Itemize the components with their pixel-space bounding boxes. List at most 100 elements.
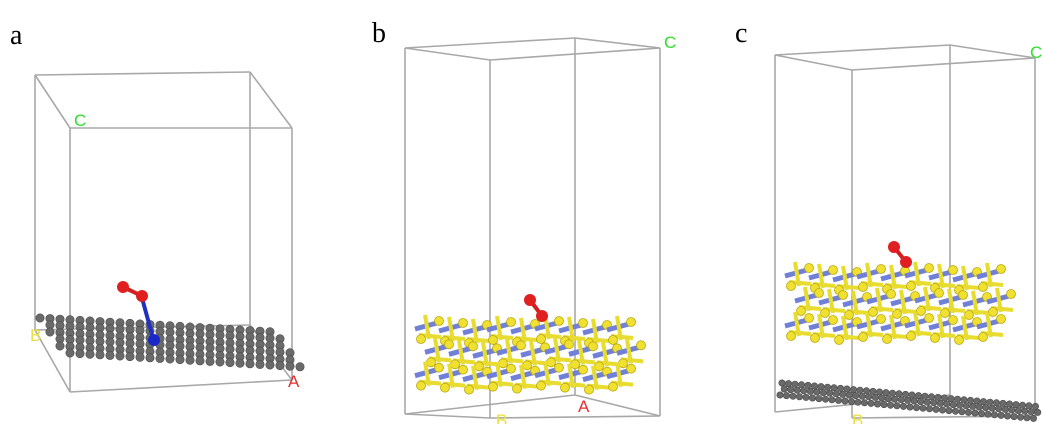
atom [459,365,468,374]
atom [627,318,636,327]
atom [877,315,886,324]
carbon-atom [996,406,1002,412]
atom [637,341,646,350]
atom [499,359,508,368]
carbon-atom [935,394,941,400]
atom [1007,290,1016,299]
carbon-atom [835,397,841,403]
axis-label: B [852,411,863,424]
panel-label: c [735,18,747,49]
carbon-atom [1022,408,1028,414]
carbon-atom [827,390,833,396]
atom [959,291,968,300]
carbon-atom [944,401,950,407]
carbon-atom [861,400,867,406]
carbon-atom [236,359,244,367]
atom [555,317,564,326]
atom [893,310,902,319]
atom [917,307,926,316]
carbon-atom [892,396,898,402]
carbon-atom [928,394,934,400]
carbon-atom [894,403,900,409]
atom [513,384,522,393]
carbon-atom [811,383,817,389]
oxygen-atom [888,241,900,253]
carbon-atom [216,358,224,366]
carbon-atom [833,391,839,397]
carbon-atom [116,352,124,360]
carbon-atom [939,407,945,413]
atom [537,335,546,344]
carbon-atom [978,410,984,416]
carbon-atom [824,384,830,390]
carbon-atom [805,382,811,388]
carbon-atom [961,397,967,403]
carbon-atom [226,358,234,366]
carbon-atom [874,401,880,407]
atom [475,362,484,371]
atom [565,340,574,349]
panel-label: b [372,18,386,49]
carbon-atom [807,388,813,394]
atom [459,319,468,328]
atom [523,361,532,370]
carbon-atom [1002,406,1008,412]
carbon-atom [853,392,859,398]
carbon-atom [276,361,284,369]
atom [517,341,526,350]
carbon-atom [783,392,789,398]
carbon-atom [266,361,274,369]
atom [465,385,474,394]
atom [997,315,1006,324]
atom [811,334,820,343]
carbon-atom [792,381,798,387]
carbon-atom [991,412,997,418]
carbon-atom [126,352,134,360]
atoms [36,241,1041,422]
carbon-atom [868,400,874,406]
atom [585,385,594,394]
carbon-atom [814,389,820,395]
carbon-atom [842,398,848,404]
carbon-atom [896,391,902,397]
carbon-atom [905,397,911,403]
atom [877,265,886,274]
carbon-atom [76,349,84,357]
carbon-atom [857,387,863,393]
axis-label: B [496,411,507,424]
atom [445,340,454,349]
carbon-atom [1024,415,1030,421]
atom [507,364,516,373]
atom [949,266,958,275]
atom [907,282,916,291]
carbon-atom [983,404,989,410]
axis-label: A [288,372,300,391]
atom [627,364,636,373]
carbon-atom [918,398,924,404]
carbon-atom [790,393,796,399]
carbon-atom [56,342,64,350]
atom [989,308,998,317]
atom [949,316,958,325]
carbon-atom [885,395,891,401]
atom [805,264,814,273]
carbon-atom [146,354,154,362]
atom [469,342,478,351]
carbon-atom [993,400,999,406]
atom [619,359,628,368]
carbon-atom [1019,402,1025,408]
carbon-atom [206,357,214,365]
carbon-atom [246,360,254,368]
oxygen-atom [136,290,148,302]
carbon-atom [889,390,895,396]
carbon-atom [967,397,973,403]
atom [935,289,944,298]
carbon-atom [803,394,809,400]
carbon-atom [156,354,164,362]
carbon-atom [848,398,854,404]
oxygen-atom [900,256,912,268]
carbon-atom [876,389,882,395]
atom [887,290,896,299]
carbon-atom [974,398,980,404]
carbon-atom [1000,400,1006,406]
